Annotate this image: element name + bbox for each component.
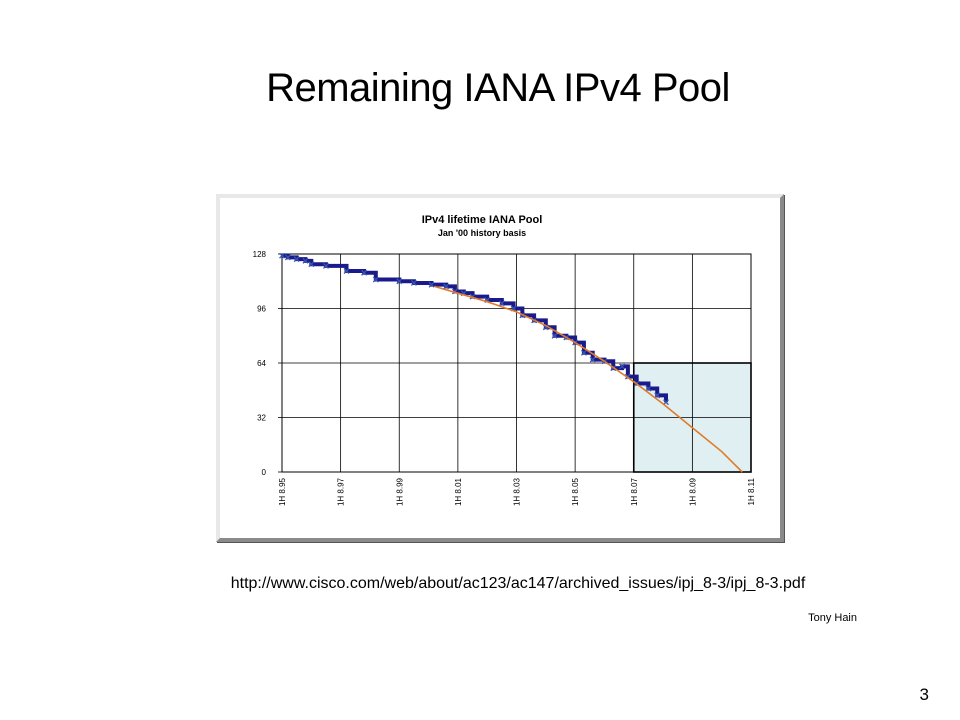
chart-title: IPv4 lifetime IANA Pool: [422, 214, 543, 226]
history-data-point: [284, 254, 291, 261]
history-data-point: [443, 283, 450, 290]
x-tick-label: 1H 8.03: [513, 477, 522, 506]
history-data-point: [580, 349, 587, 356]
history-data-point: [498, 300, 505, 307]
slide-title: Remaining IANA IPv4 Pool: [266, 66, 730, 110]
history-data-point: [654, 392, 661, 399]
history-data-point: [428, 281, 435, 288]
history-data-point: [302, 257, 309, 264]
x-tick-label: 1H 8.95: [278, 477, 287, 506]
y-tick-label: 64: [257, 359, 266, 368]
history-data-point: [645, 385, 652, 392]
history-series-line: [282, 253, 668, 403]
history-data-point: [343, 268, 350, 274]
y-tick-label: 128: [253, 250, 267, 259]
x-tick-label: 1H 8.09: [688, 477, 697, 506]
projection-series-line: [434, 285, 743, 473]
chart-subtitle: Jan '00 history basis: [438, 228, 526, 238]
x-tick-label: 1H 8.11: [747, 477, 756, 505]
author-name: Tony Hain: [808, 612, 857, 624]
history-data-point: [293, 256, 300, 263]
chart-svg: IPv4 lifetime IANA Pool Jan '00 history …: [253, 214, 756, 506]
history-data-point: [663, 399, 669, 406]
history-data-point: [361, 269, 368, 276]
y-tick-label: 32: [257, 414, 266, 423]
history-data-point: [396, 278, 403, 285]
history-data-point: [308, 261, 315, 268]
history-data-point: [619, 363, 625, 370]
history-data-point: [279, 252, 285, 259]
x-tick-label: 1H 8.01: [454, 477, 463, 506]
x-tick-label: 1H 8.05: [571, 477, 580, 506]
x-tick-label: 1H 8.97: [337, 477, 346, 506]
x-tick-label: 1H 8.99: [395, 477, 404, 506]
history-data-point: [551, 332, 558, 339]
history-data-point: [323, 262, 329, 269]
chart-frame: IPv4 lifetime IANA Pool Jan '00 history …: [216, 194, 784, 542]
page-number: 3: [919, 685, 929, 704]
history-data-point: [372, 276, 379, 283]
history-data-point: [589, 356, 596, 363]
y-tick-label: 96: [257, 305, 266, 314]
history-data-point: [410, 279, 417, 286]
y-tick-label: 0: [262, 468, 267, 477]
x-tick-label: 1H 8.07: [630, 477, 639, 506]
source-url[interactable]: http://www.cisco.com/web/about/ac123/ac1…: [230, 575, 806, 592]
